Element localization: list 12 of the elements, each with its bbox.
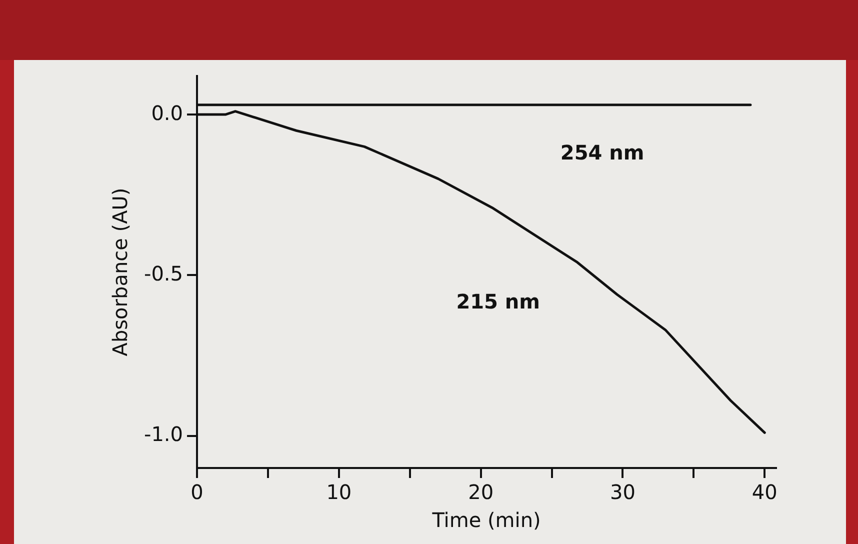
x-tick-label: 30	[610, 480, 636, 504]
x-tick-label: 20	[468, 480, 494, 504]
x-tick-label: 0	[190, 480, 204, 504]
series-label: 254 nm	[560, 140, 644, 165]
x-axis-title: Time (min)	[431, 508, 541, 532]
x-tick-label: 10	[326, 480, 352, 504]
y-tick-label: -1.0	[144, 422, 184, 446]
y-axis-title: Absorbance (AU)	[108, 188, 132, 356]
y-tick-label: -0.5	[144, 261, 184, 286]
y-tick-label: 0.0	[151, 100, 184, 125]
text: 215 nm	[456, 290, 540, 314]
x-tick-label: 40	[752, 480, 778, 504]
